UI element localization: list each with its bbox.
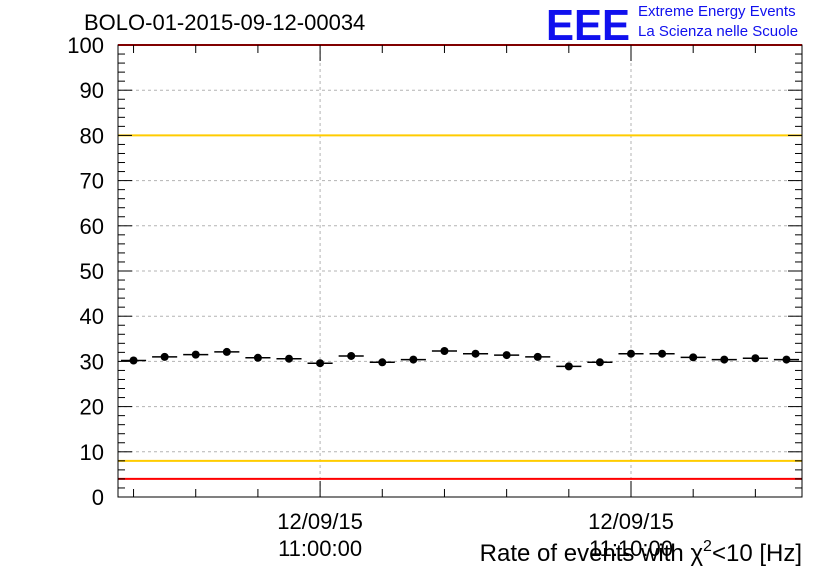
- y-tick-label: 70: [80, 169, 104, 194]
- logo-mark: EEE: [546, 2, 630, 44]
- y-tick-label: 30: [80, 349, 104, 374]
- y-tick-label: 50: [80, 259, 104, 284]
- y-tick-label: 0: [92, 485, 104, 510]
- data-point: [191, 350, 200, 359]
- x-tick-label-date: 12/09/15: [588, 509, 674, 534]
- data-point: [378, 358, 387, 367]
- data-point: [129, 356, 138, 365]
- data-point: [502, 351, 511, 360]
- logo-text-line2: La Scienza nelle Scuole: [638, 23, 799, 40]
- y-tick-label: 20: [80, 395, 104, 420]
- data-point: [627, 349, 635, 358]
- data-point: [347, 351, 356, 360]
- y-tick-label: 100: [67, 33, 104, 58]
- x-tick-label-time: 11:00:00: [278, 536, 362, 561]
- data-point: [751, 354, 760, 363]
- data-point: [440, 347, 449, 356]
- x-tick-label-time: 11:10:00: [589, 536, 673, 561]
- data-point: [595, 358, 604, 367]
- y-tick-label: 80: [80, 123, 104, 148]
- eee-logo-icon: EEE: [546, 2, 630, 44]
- y-tick-label: 10: [80, 440, 104, 465]
- x-tick-label-date: 12/09/15: [277, 509, 363, 534]
- data-point: [285, 354, 293, 363]
- data-point: [720, 355, 729, 364]
- data-point: [533, 352, 542, 361]
- data-point: [782, 355, 791, 364]
- data-point: [160, 352, 169, 361]
- data-point: [471, 349, 480, 358]
- y-tick-label: 60: [80, 214, 104, 239]
- chart-title: BOLO-01-2015-09-12-00034: [84, 10, 366, 35]
- x-axis-title: Rate of events with χ2<10 [Hz]: [480, 538, 802, 567]
- data-point: [253, 353, 262, 362]
- data-point: [316, 359, 325, 368]
- data-point: [689, 353, 698, 362]
- data-point: [658, 349, 667, 358]
- data-point: [564, 362, 573, 371]
- data-point: [409, 355, 418, 364]
- y-tick-label: 40: [80, 304, 104, 329]
- data-point: [222, 347, 231, 356]
- y-tick-label: 90: [80, 78, 104, 103]
- logo-text-line1: Extreme Energy Events: [638, 3, 796, 20]
